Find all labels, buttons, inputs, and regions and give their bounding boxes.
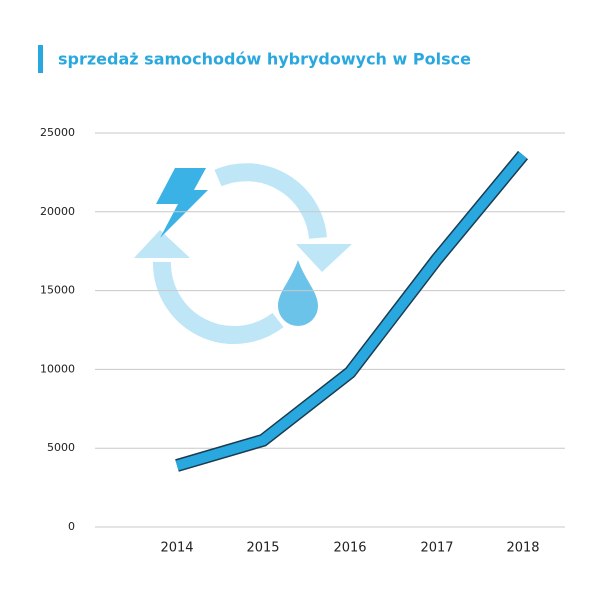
x-tick-label: 2015: [246, 541, 279, 556]
title-accent: [38, 45, 43, 73]
chart-title: sprzedaż samochodów hybrydowych w Polsce: [58, 50, 471, 69]
y-tick-label: 5000: [47, 441, 75, 454]
x-tick-label: 2018: [506, 541, 539, 556]
y-tick-label: 20000: [40, 205, 75, 218]
line-outline: [175, 150, 529, 472]
y-tick-label: 15000: [40, 284, 75, 297]
x-tick-label: 2014: [160, 541, 193, 556]
y-tick-label: 0: [68, 520, 75, 533]
x-tick-label: 2016: [333, 541, 366, 556]
decorative-icon: [134, 163, 352, 344]
y-tick-label: 25000: [40, 126, 75, 139]
y-tick-label: 10000: [40, 362, 75, 375]
line: [175, 151, 527, 471]
x-tick-label: 2017: [420, 541, 453, 556]
